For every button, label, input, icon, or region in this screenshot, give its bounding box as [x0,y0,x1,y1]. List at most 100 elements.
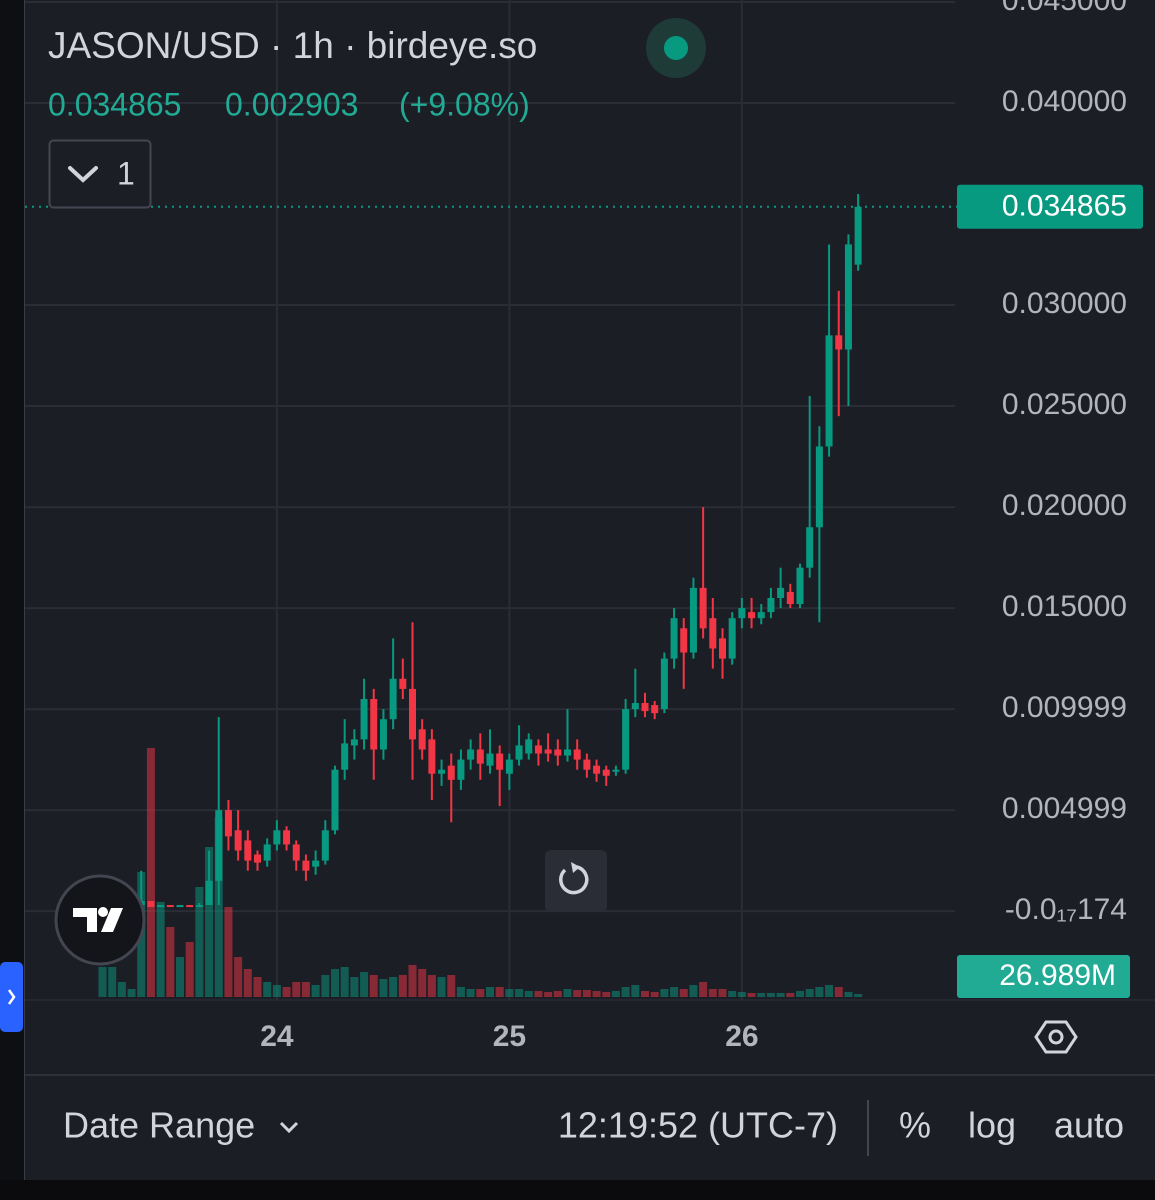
volume-bar [234,957,243,997]
candle-body [476,749,484,764]
candle-body [350,739,358,746]
volume-bar [747,993,756,997]
candle-body [515,745,523,760]
auto-toggle[interactable]: auto [1054,1105,1124,1146]
candle-body [447,765,455,780]
volume-bar [815,987,824,997]
candle-body [418,729,426,750]
reset-icon [559,865,589,895]
volume-bar [272,985,281,997]
candle-body [457,759,465,780]
candle-body [689,587,697,653]
volume-bar [224,907,233,997]
volume-bar [796,991,804,997]
tradingview-logo[interactable] [54,874,146,966]
y-tick-label: 0.009999 [1002,691,1127,724]
logo-circle[interactable] [54,874,146,966]
candle-body [176,905,184,908]
volume-bar [757,993,766,997]
volume-bar [602,992,611,997]
settings-hexagon[interactable] [1034,1020,1078,1054]
volume-bar [805,989,814,997]
settings-center [1048,1029,1064,1045]
y-tick-label: -0.0₁₇174 [1005,893,1127,926]
volume-bar [447,975,456,997]
y-tick-label: 0.045000 [1002,0,1127,17]
candle-body [205,880,213,906]
volume-bar [553,991,562,997]
volume-bar [292,982,301,997]
candle-body [660,658,668,710]
logo-mark [73,908,123,932]
log-toggle[interactable]: log [968,1105,1016,1146]
volume-bar [766,993,775,997]
reset-button[interactable] [545,850,607,912]
volume-bar [776,993,785,997]
candle-body [486,753,494,766]
volume-bar [786,993,795,997]
volume-bar [476,989,485,997]
reset-box[interactable] [545,850,607,912]
candle-body [166,905,174,908]
volume-badge [957,955,1130,998]
candle-body [234,830,242,851]
volume-bar [331,969,339,997]
candle-body [534,745,542,754]
volume-bar [117,982,126,997]
candle-body [641,703,649,712]
candle-body [767,597,775,613]
y-tick-label: 0.025000 [1002,388,1127,421]
volume-bar [844,992,853,997]
volume-bar [689,985,698,997]
candle-body [292,844,300,861]
volume-bar [573,990,582,997]
candle-body [147,901,155,908]
volume-bar [360,972,369,997]
candle-body [157,905,165,908]
candle-body [709,618,717,649]
indicator-box[interactable] [48,139,152,209]
volume-bar [641,991,649,997]
volume-bar [311,985,320,997]
chevron-icon [68,166,98,183]
candle-body [680,628,688,653]
volume-bar [544,992,553,997]
settings-button[interactable] [1034,1020,1078,1054]
candle-body [670,618,678,659]
volume-bar [108,967,117,997]
indicator-toggle[interactable]: 1 [48,139,152,209]
side-tab[interactable] [0,962,23,1032]
candle-body [622,709,630,770]
last-price: 0.034865 [48,86,181,122]
volume-bar [728,991,737,997]
candle-body [806,527,814,568]
percent-toggle[interactable]: % [899,1105,931,1146]
side-tab-box[interactable] [0,962,23,1032]
candle-body [263,844,271,861]
volume-bar [737,992,746,997]
volume-bar [418,969,427,997]
clock: 12:19:52 (UTC-7) [558,1105,838,1146]
candle-layer [99,193,862,908]
candle-body [496,753,504,770]
candle-body [321,830,329,861]
volume-bar [156,902,165,997]
date-range[interactable]: Date Range [63,1105,255,1146]
volume-bar [205,847,214,997]
candle-body [748,612,756,619]
candle-body [564,749,571,756]
candle-body [593,765,601,774]
candle-body [738,608,746,619]
volume-bar [127,989,136,997]
volume-bar [854,994,863,997]
volume-bar [427,975,436,997]
volume-bar [350,977,359,997]
volume-bar [679,989,688,997]
volume-bar [437,977,446,997]
volume-bar [834,987,843,997]
price-change: 0.002903 [225,86,358,122]
candle-body [815,446,823,528]
volume-bar [466,989,475,997]
volume-bar [563,989,572,997]
